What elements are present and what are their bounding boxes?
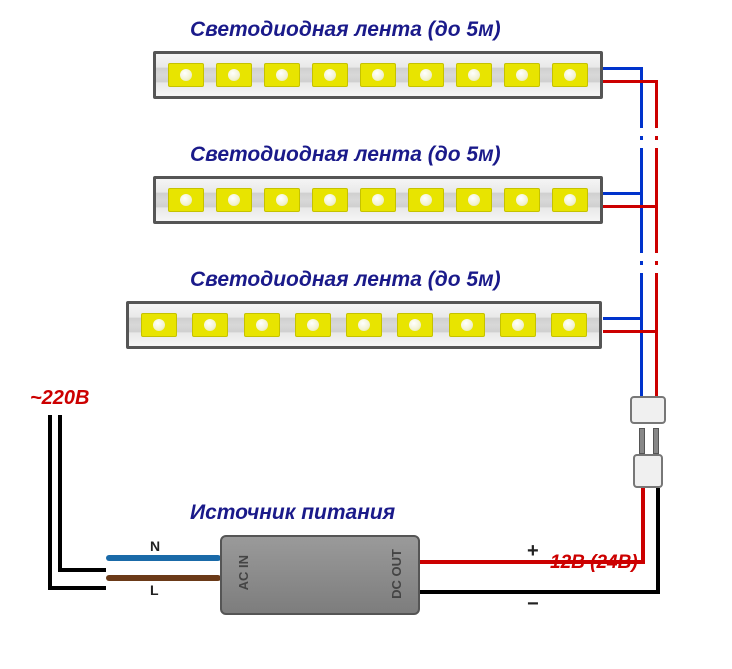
led-strip-2 [153,176,603,224]
ac-wire-n [106,555,221,561]
led-icon [312,188,348,212]
prong-left [639,428,645,454]
led-strip-1 [153,51,603,99]
n-label: N [150,538,160,554]
strip-label-1: Светодиодная лента (до 5м) [190,18,501,42]
ac-wire-black-outer-h [48,586,106,590]
led-icon [360,188,396,212]
led-icon [551,313,587,337]
tap3-red [603,330,658,333]
led-icon [264,188,300,212]
psu-ac-in-text: AC IN [236,555,251,590]
led-icon [504,188,540,212]
dc-red-up-final [641,488,645,564]
connector-male [633,454,663,488]
led-icon [295,313,331,337]
connector-female [630,396,666,424]
ac-wire-black-inner-v [58,415,62,572]
led-icon [168,188,204,212]
led-icon [552,63,588,87]
led-icon [192,313,228,337]
led-icon [408,63,444,87]
tap3-blue [603,317,643,320]
l-label: L [150,582,159,598]
led-icon [141,313,177,337]
dc-wire-black-up [656,488,660,594]
led-icon [408,188,444,212]
ac-wire-l [106,575,221,581]
bus-gap-2b [637,265,662,273]
led-icon [216,63,252,87]
led-icon [360,63,396,87]
tap1-blue [603,67,643,70]
led-icon [312,63,348,87]
bus-blue-v1 [640,70,643,396]
dc-wire-black-h [420,590,660,594]
tap2-red [603,205,658,208]
led-icon [456,63,492,87]
tap1-red [603,80,658,83]
led-icon [397,313,433,337]
ac-wire-black-outer-v [48,415,52,590]
ac-wire-black-inner-h [58,568,106,572]
bus-gap-1 [637,128,662,136]
dc-red-line [420,560,645,564]
prong-right [653,428,659,454]
psu-dc-out-text: DC OUT [389,549,404,599]
led-strip-3 [126,301,602,349]
psu-label: Источник питания [190,501,395,525]
led-icon [216,188,252,212]
led-icon [552,188,588,212]
led-icon [504,63,540,87]
bus-gap-2 [637,253,662,261]
led-icon [500,313,536,337]
led-icon [346,313,382,337]
led-row [168,188,588,212]
led-icon [456,188,492,212]
led-icon [264,63,300,87]
led-icon [168,63,204,87]
psu-body: AC IN DC OUT [220,535,420,615]
led-icon [449,313,485,337]
bus-gap-1b [637,140,662,148]
strip-label-3: Светодиодная лента (до 5м) [190,268,501,292]
ac-voltage-label: ~220В [30,387,90,410]
minus-label: − [527,593,539,616]
led-row [168,63,588,87]
strip-label-2: Светодиодная лента (до 5м) [190,143,501,167]
tap2-blue [603,192,643,195]
led-icon [244,313,280,337]
led-row [141,313,587,337]
